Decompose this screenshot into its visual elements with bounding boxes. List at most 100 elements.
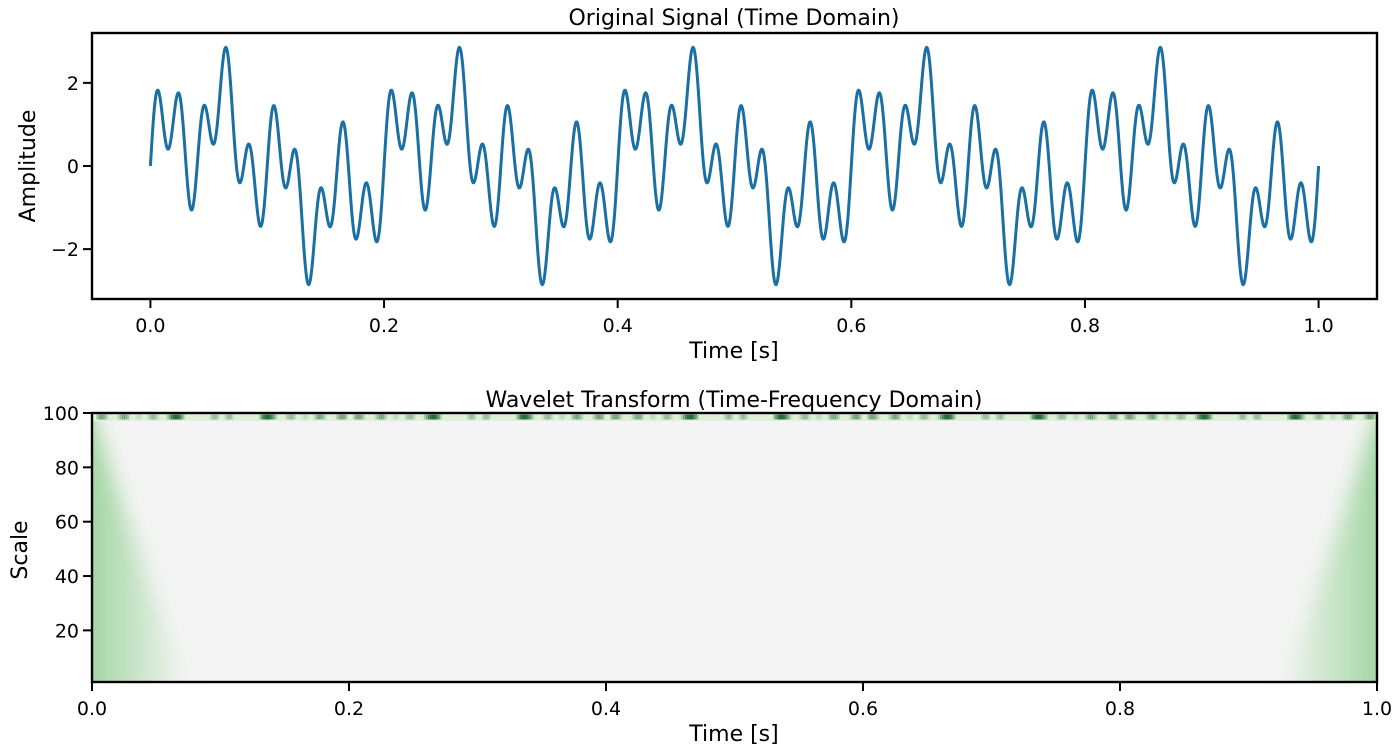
heatmap-cell bbox=[785, 414, 789, 420]
heatmap-cell bbox=[1291, 414, 1295, 420]
wavelet-axes-frame bbox=[90, 411, 1379, 684]
heatmap-cell bbox=[325, 415, 328, 420]
heatmap-cell bbox=[1295, 414, 1299, 420]
heatmap-cell bbox=[935, 414, 939, 420]
heatmap-cell bbox=[139, 414, 142, 420]
heatmap-cell bbox=[869, 414, 873, 420]
heatmap-cell bbox=[166, 414, 170, 420]
heatmap-cell bbox=[1002, 414, 1005, 420]
heatmap-cell bbox=[1030, 414, 1033, 420]
heatmap-cell bbox=[121, 414, 125, 420]
heatmap-cell bbox=[892, 414, 896, 420]
heatmap-cell bbox=[1113, 414, 1117, 420]
heatmap-cell bbox=[438, 414, 442, 420]
heatmap-cell bbox=[1154, 414, 1158, 420]
y-tick-label: 0 bbox=[67, 156, 79, 178]
heatmap-cell bbox=[363, 414, 367, 420]
heatmap-cell bbox=[156, 414, 159, 420]
heatmap-cell bbox=[1344, 414, 1348, 420]
heatmap-cell bbox=[289, 414, 292, 420]
heatmap-cell bbox=[1319, 414, 1322, 420]
heatmap-cell bbox=[128, 414, 132, 420]
heatmap-cell bbox=[861, 415, 864, 420]
heatmap-cell bbox=[1203, 414, 1207, 420]
heatmap-cell bbox=[1207, 414, 1211, 420]
heatmap-cell bbox=[1092, 414, 1095, 420]
heatmap-cell bbox=[488, 414, 491, 420]
heatmap-cell bbox=[261, 414, 264, 420]
heatmap-cell bbox=[100, 414, 104, 420]
heatmap-cell bbox=[1197, 414, 1200, 420]
heatmap-cell bbox=[665, 414, 669, 420]
heatmap-cell bbox=[858, 414, 862, 420]
heatmap-cell bbox=[925, 414, 928, 420]
heatmap-cell bbox=[524, 414, 528, 420]
heatmap-cell bbox=[396, 414, 399, 420]
heatmap-cell bbox=[267, 414, 271, 420]
heatmap-cell bbox=[1205, 414, 1209, 420]
heatmap-cell bbox=[826, 414, 830, 420]
heatmap-cell bbox=[177, 414, 181, 420]
heatmap-cell bbox=[342, 414, 346, 420]
heatmap-cell bbox=[781, 414, 785, 420]
heatmap-cell bbox=[1293, 414, 1297, 420]
heatmap-cell bbox=[837, 414, 841, 420]
heatmap-cell bbox=[1177, 414, 1181, 420]
heatmap-high-scale-band bbox=[92, 413, 1377, 421]
y-tick-label: 100 bbox=[43, 403, 79, 425]
wavelet-x-axis: 0.0 0.2 0.4 0.6 0.8 1.0 bbox=[77, 682, 1392, 720]
heatmap-cell bbox=[353, 414, 357, 420]
heatmap-right-edge-region bbox=[1285, 413, 1377, 682]
heatmap-cell bbox=[1040, 414, 1044, 420]
heatmap-cell bbox=[580, 414, 584, 420]
heatmap-cell bbox=[1124, 414, 1128, 420]
heatmap-cell bbox=[1252, 414, 1256, 420]
heatmap-cell bbox=[693, 414, 697, 420]
heatmap-cell bbox=[1366, 414, 1370, 420]
heatmap-cell bbox=[927, 414, 930, 420]
heatmap-cell bbox=[378, 414, 382, 420]
heatmap-cell bbox=[820, 414, 823, 420]
heatmap-cell bbox=[1162, 414, 1166, 420]
heatmap-cell bbox=[1034, 414, 1038, 420]
heatmap-cell bbox=[106, 414, 110, 420]
heatmap-cell bbox=[393, 414, 397, 420]
x-tick-label: 0.8 bbox=[1105, 698, 1135, 720]
heatmap-cell bbox=[359, 414, 363, 420]
heatmap-cell bbox=[648, 414, 652, 420]
heatmap-cell bbox=[937, 414, 941, 420]
heatmap-cell bbox=[1297, 414, 1301, 420]
heatmap-cell bbox=[483, 414, 487, 420]
heatmap-cell bbox=[96, 414, 100, 420]
heatmap-band-base bbox=[92, 413, 1377, 421]
heatmap-cell bbox=[873, 414, 877, 420]
heatmap-cell bbox=[316, 414, 320, 420]
heatmap-cell bbox=[835, 414, 838, 420]
heatmap-cell bbox=[818, 414, 821, 420]
heatmap-cell bbox=[871, 414, 875, 420]
heatmap-cell bbox=[944, 414, 948, 420]
heatmap-cell bbox=[518, 414, 521, 420]
heatmap-cell bbox=[1254, 414, 1258, 420]
heatmap-cell bbox=[381, 414, 384, 420]
heatmap-cell bbox=[952, 414, 956, 420]
heatmap-cell bbox=[569, 414, 573, 420]
heatmap-cell bbox=[1036, 414, 1040, 420]
heatmap-cell bbox=[982, 414, 986, 420]
heatmap-cell bbox=[1317, 414, 1320, 420]
x-tick-label: 0.8 bbox=[1070, 315, 1100, 337]
heatmap-cell bbox=[286, 414, 290, 420]
heatmap-cell bbox=[743, 414, 746, 420]
heatmap-cell bbox=[1321, 414, 1325, 420]
heatmap-cell bbox=[1118, 415, 1121, 420]
heatmap-cell bbox=[126, 414, 130, 420]
heatmap-cell bbox=[899, 414, 903, 420]
heatmap-cell bbox=[890, 414, 894, 420]
y-tick-label: 40 bbox=[55, 566, 79, 588]
heatmap-cell bbox=[1302, 414, 1305, 420]
heatmap-cell bbox=[1368, 414, 1372, 420]
heatmap-cell bbox=[361, 414, 365, 420]
heatmap-cell bbox=[171, 414, 174, 420]
signal-x-axis: 0.0 0.2 0.4 0.6 0.8 1.0 bbox=[135, 299, 1334, 337]
